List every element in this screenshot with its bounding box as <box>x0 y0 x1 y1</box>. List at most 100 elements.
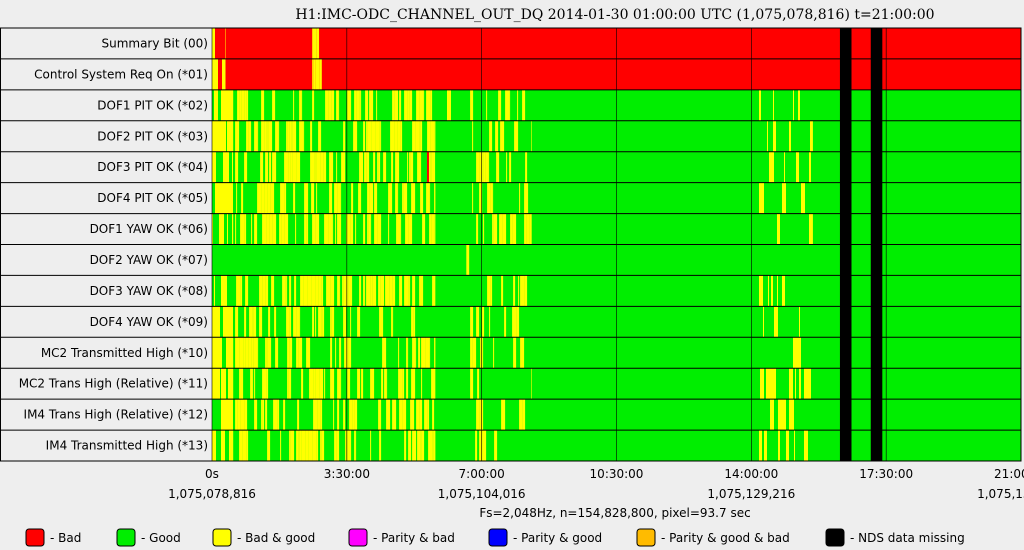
bit-state-stripe <box>402 182 404 214</box>
bit-state-stripe <box>385 275 390 307</box>
bit-state-stripe <box>383 151 387 183</box>
bit-state-stripe <box>502 213 507 245</box>
bit-state-stripe <box>335 213 337 245</box>
bit-state-stripe <box>496 151 500 183</box>
bit-state-stripe <box>421 337 426 369</box>
bit-state-stripe <box>303 120 305 152</box>
bit-state-stripe <box>489 306 491 338</box>
bit-state-stripe <box>240 399 245 431</box>
bit-state-stripe <box>359 275 362 307</box>
bit-state-stripe <box>293 182 296 214</box>
bit-state-stripe <box>423 89 425 121</box>
bit-state-stripe <box>352 399 355 431</box>
bit-state-stripe <box>809 213 810 245</box>
bit-state-stripe <box>212 306 216 338</box>
bit-state-stripe <box>315 58 320 90</box>
bit-state-stripe <box>267 120 269 152</box>
bit-state-stripe <box>451 89 454 121</box>
bit-state-stripe <box>306 213 309 245</box>
bit-state-stripe <box>487 275 491 307</box>
bit-state-stripe <box>310 120 313 152</box>
row-label: DOF2 YAW OK (*07) <box>90 253 208 267</box>
bit-state-stripe <box>223 151 225 183</box>
bit-state-stripe <box>770 399 774 431</box>
bit-state-stripe <box>265 337 267 369</box>
bit-state-stripe <box>379 306 384 338</box>
bit-state-stripe <box>301 368 304 400</box>
bit-state-stripe <box>232 120 234 152</box>
bit-state-stripe <box>522 89 526 121</box>
bit-state-stripe <box>254 120 258 152</box>
bit-state-stripe <box>334 182 338 214</box>
bit-state-stripe <box>254 399 258 431</box>
chart-title: H1:IMC-ODC_CHANNEL_OUT_DQ 2014-01-30 01:… <box>295 7 934 23</box>
bit-state-stripe <box>219 430 221 461</box>
bit-state-stripe <box>286 120 288 152</box>
bit-state-stripe <box>370 213 372 245</box>
bit-state-stripe <box>524 213 527 245</box>
bit-state-stripe <box>235 306 239 338</box>
bit-state-stripe <box>380 120 382 152</box>
bit-state-stripe <box>808 368 811 400</box>
bit-state-stripe <box>351 182 354 214</box>
bit-state-stripe <box>432 399 435 431</box>
bit-state-stripe <box>373 151 376 183</box>
bit-state-stripe <box>296 151 301 183</box>
bit-state-stripe <box>456 89 459 121</box>
bit-state-stripe <box>342 275 344 307</box>
bit-state-stripe <box>421 430 425 461</box>
bit-state-stripe <box>257 182 262 214</box>
bit-state-stripe <box>218 28 221 59</box>
bit-state-stripe <box>368 213 371 245</box>
row-label: DOF2 PIT OK (*03) <box>97 129 208 143</box>
legend: - Bad - Good - Bad & good - Parity & bad - P… <box>25 528 965 547</box>
bit-state-stripe <box>239 430 243 461</box>
legend-swatch <box>116 528 136 547</box>
bit-state-stripe <box>798 89 800 121</box>
bit-state-stripe <box>268 120 273 152</box>
row-label: MC2 Trans High (Relative) (*11) <box>19 377 208 391</box>
bit-state-stripe <box>266 120 268 152</box>
bit-state-stripe <box>254 213 258 245</box>
bit-state-stripe <box>399 89 402 121</box>
x-tick-label: 0s <box>205 467 219 481</box>
bit-state-stripe <box>759 89 761 121</box>
bit-state-stripe <box>229 306 233 338</box>
bit-state-stripe <box>329 151 334 183</box>
bit-state-stripe <box>771 275 773 307</box>
bit-state-stripe <box>232 213 234 245</box>
legend-swatch <box>25 528 45 547</box>
bit-state-stripe <box>221 368 222 400</box>
bit-state-stripe <box>212 89 214 121</box>
bit-state-stripe <box>301 430 306 461</box>
bit-state-stripe <box>299 89 302 121</box>
bit-state-stripe <box>330 275 335 307</box>
grid-lines <box>0 27 1022 462</box>
bit-state-stripe <box>294 275 297 307</box>
row-labels: Summary Bit (00) Control System Req On (*… <box>19 36 208 452</box>
bit-state-stripe <box>399 275 403 307</box>
gps-tick-label: 1,075,078,816 <box>168 487 256 501</box>
bit-state-stripe <box>220 182 221 214</box>
bit-state-stripe <box>257 337 259 369</box>
bit-state-stripe <box>380 275 385 307</box>
bit-state-stripe <box>392 399 397 431</box>
bit-state-stripe <box>392 89 395 121</box>
bit-state-stripe <box>222 213 223 245</box>
bit-state-stripe <box>289 306 292 338</box>
bit-state-stripe <box>251 337 254 369</box>
bit-state-stripe <box>347 213 351 245</box>
bit-state-stripe <box>312 58 314 90</box>
bit-state-stripe <box>244 89 247 121</box>
bit-state-stripe <box>337 275 340 307</box>
bit-state-stripe <box>372 275 377 307</box>
bit-state-stripe <box>330 368 335 400</box>
bit-state-stripe <box>519 182 521 214</box>
bit-state-stripe <box>486 89 488 121</box>
bit-state-stripe <box>244 306 247 338</box>
bit-state-stripe <box>221 430 225 461</box>
bit-state-stripe <box>357 368 361 400</box>
bit-state-stripe <box>354 89 357 121</box>
bit-state-stripe <box>337 182 341 214</box>
bit-state-stripe <box>324 213 329 245</box>
